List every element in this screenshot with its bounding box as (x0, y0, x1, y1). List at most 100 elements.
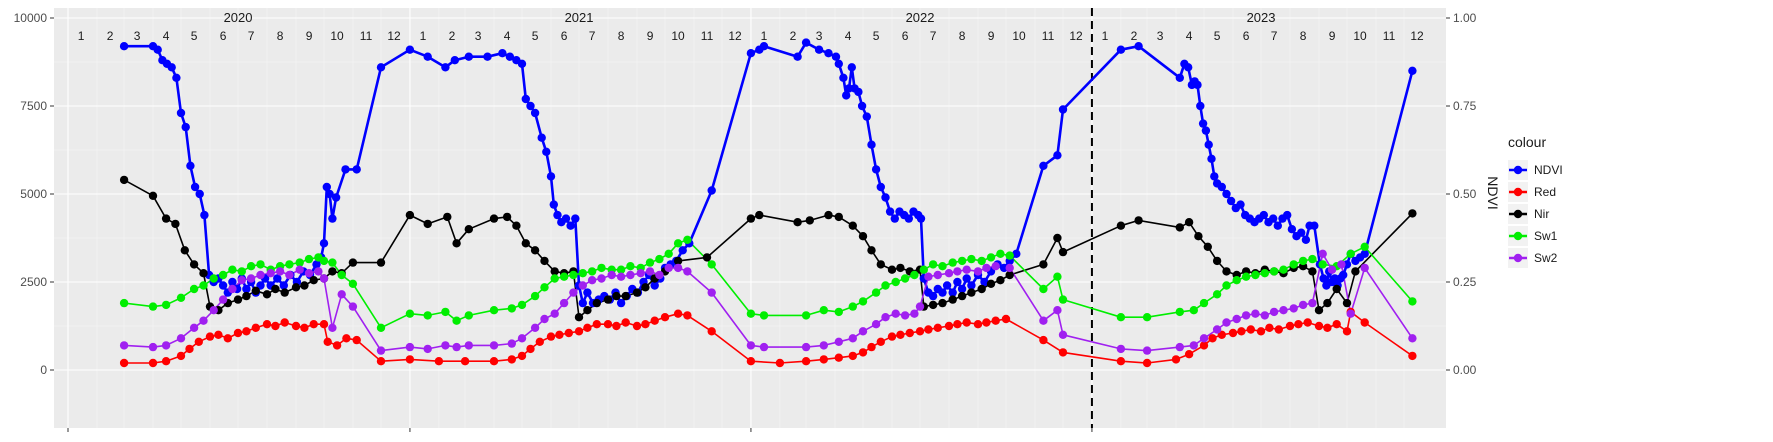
point-nir (1005, 270, 1014, 280)
point-nir (702, 253, 712, 262)
legend-dot-red (1513, 187, 1523, 197)
point-sw2 (871, 320, 881, 329)
point-sw1 (328, 258, 337, 267)
point-ndvi (1269, 214, 1278, 223)
point-red (1323, 323, 1332, 332)
point-nir (876, 260, 885, 269)
point-nir (1053, 233, 1062, 243)
point-sw2 (176, 334, 186, 343)
point-sw1 (673, 239, 683, 248)
point-ndvi (583, 288, 592, 297)
point-nir (867, 246, 876, 255)
point-red (924, 325, 933, 334)
point-sw2 (517, 334, 527, 343)
point-ndvi (1301, 235, 1311, 244)
point-red (262, 320, 272, 329)
point-ndvi (842, 91, 851, 100)
point-red (555, 330, 564, 339)
point-nir (540, 256, 549, 266)
point-nir (887, 265, 897, 274)
month-label: 9 (1329, 29, 1336, 43)
point-sw2 (337, 290, 346, 299)
point-sw1 (256, 260, 265, 269)
point-nir (1184, 218, 1194, 227)
point-red (583, 323, 592, 332)
y-tick-label: 5000 (20, 187, 47, 201)
point-red (848, 351, 857, 361)
point-nir (452, 239, 461, 248)
y2-axis-title: NDVI (1485, 176, 1501, 209)
point-sw1 (1142, 313, 1152, 322)
point-sw2 (962, 265, 971, 274)
point-sw1 (967, 254, 976, 264)
point-sw1 (423, 311, 432, 320)
point-nir (521, 239, 530, 248)
point-sw1 (900, 274, 910, 283)
month-label: 7 (248, 29, 255, 43)
point-nir (957, 291, 967, 301)
point-ndvi (441, 63, 450, 72)
point-sw2 (1189, 341, 1199, 350)
point-ndvi (1039, 161, 1048, 170)
point-nir (1323, 298, 1332, 308)
point-sw2 (891, 309, 900, 318)
point-nir (848, 221, 857, 230)
point-sw2 (530, 323, 540, 332)
point-ndvi (831, 52, 841, 61)
point-sw2 (858, 327, 868, 336)
point-nir (309, 276, 318, 285)
point-sw1 (1212, 290, 1222, 299)
point-nir (199, 269, 208, 278)
point-sw1 (540, 283, 549, 292)
point-ndvi (566, 221, 575, 230)
point-red (746, 357, 756, 366)
month-label: 6 (902, 29, 909, 43)
point-sw1 (1346, 249, 1355, 258)
point-ndvi (839, 73, 848, 83)
month-label: 1 (420, 29, 427, 43)
point-nir (896, 263, 905, 273)
point-ndvi (119, 42, 129, 51)
point-red (775, 358, 785, 368)
point-sw2 (1337, 260, 1346, 269)
point-red (291, 321, 301, 331)
point-sw1 (464, 311, 473, 320)
point-sw1 (977, 256, 986, 266)
point-red (574, 327, 584, 336)
point-sw1 (348, 279, 358, 288)
point-ndvi (1339, 270, 1348, 280)
point-sw1 (626, 262, 635, 271)
point-red (1228, 328, 1238, 338)
point-sw1 (746, 309, 756, 318)
point-nir (550, 267, 559, 276)
point-nir (489, 214, 499, 223)
point-sw1 (530, 291, 540, 301)
point-sw2 (1279, 306, 1288, 315)
point-sw1 (550, 274, 559, 283)
legend-label-nir: Nir (1534, 207, 1549, 221)
point-ndvi (957, 284, 967, 294)
point-sw2 (405, 342, 415, 352)
point-nir (834, 212, 843, 222)
point-nir (242, 291, 251, 301)
point-sw1 (819, 306, 828, 315)
point-sw2 (924, 272, 933, 281)
point-sw1 (871, 288, 881, 297)
point-sw1 (1279, 265, 1288, 274)
point-red (982, 318, 991, 327)
point-ndvi (1175, 73, 1185, 83)
point-nir (574, 313, 584, 322)
point-sw1 (1116, 313, 1126, 322)
month-label: 8 (1300, 29, 1307, 43)
point-red (233, 328, 243, 338)
y2-tick-label: 1.00 (1453, 11, 1477, 25)
point-sw2 (1241, 311, 1251, 320)
point-red (915, 327, 925, 336)
point-red (1039, 335, 1048, 345)
point-red (1237, 327, 1246, 336)
month-label: 8 (277, 29, 284, 43)
point-ndvi (793, 52, 802, 61)
point-red (342, 334, 351, 343)
point-ndvi (273, 274, 282, 283)
point-ndvi (341, 165, 350, 174)
